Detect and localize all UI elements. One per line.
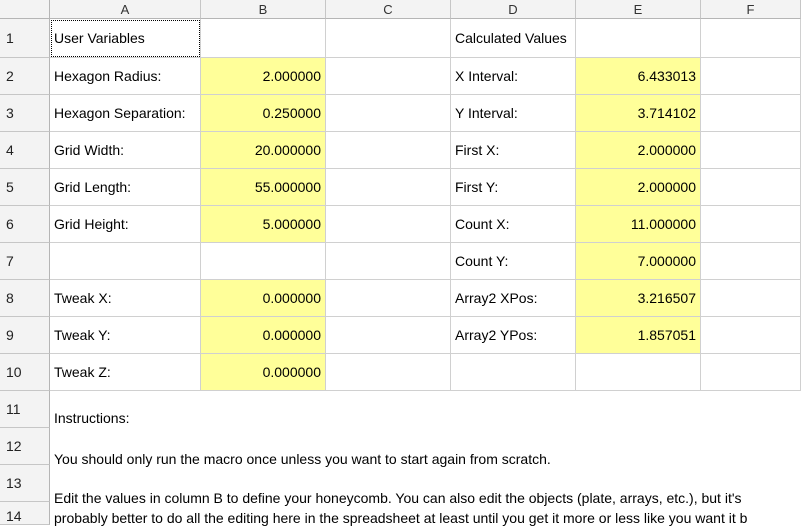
cell-b8[interactable]: 0.000000 [201,280,326,317]
cell-a2[interactable]: Hexagon Radius: [50,58,201,95]
instructions-heading[interactable]: Instructions: [54,410,130,426]
column-header-e[interactable]: E [576,0,701,19]
cell-f3[interactable] [701,95,801,132]
cell-a1[interactable]: User Variables [50,19,201,58]
cell-d6[interactable]: Count X: [451,206,576,243]
row-header-3[interactable]: 3 [0,95,50,132]
cell-e8[interactable]: 3.216507 [576,280,701,317]
column-header-c[interactable]: C [326,0,451,19]
select-all-corner[interactable] [0,0,50,19]
cell-e3[interactable]: 3.714102 [576,95,701,132]
row-header-7[interactable]: 7 [0,243,50,280]
cell-b4[interactable]: 20.000000 [201,132,326,169]
row-header-13[interactable]: 13 [0,465,50,502]
cell-d4[interactable]: First X: [451,132,576,169]
cell-c9[interactable] [326,317,451,354]
cell-f6[interactable] [701,206,801,243]
cell-d3[interactable]: Y Interval: [451,95,576,132]
cell-a6[interactable]: Grid Height: [50,206,201,243]
cell-e4[interactable]: 2.000000 [576,132,701,169]
row-header-12[interactable]: 12 [0,428,50,465]
instructions-line-3[interactable]: probably better to do all the editing he… [54,510,748,526]
cell-f5[interactable] [701,169,801,206]
cell-d1[interactable]: Calculated Values [451,19,576,58]
cell-f7[interactable] [701,243,801,280]
cell-f2[interactable] [701,58,801,95]
cell-a10[interactable]: Tweak Z: [50,354,201,391]
row-header-1[interactable]: 1 [0,19,50,58]
cell-b10[interactable]: 0.000000 [201,354,326,391]
cell-f4[interactable] [701,132,801,169]
cell-b7[interactable] [201,243,326,280]
cell-b1[interactable] [201,19,326,58]
cell-c4[interactable] [326,132,451,169]
cell-d9[interactable]: Array2 YPos: [451,317,576,354]
cell-f1[interactable] [701,19,801,58]
instructions-line-2[interactable]: Edit the values in column B to define yo… [54,490,742,506]
row-header-9[interactable]: 9 [0,317,50,354]
cell-e7[interactable]: 7.000000 [576,243,701,280]
cell-c2[interactable] [326,58,451,95]
column-header-f[interactable]: F [701,0,801,19]
cell-f8[interactable] [701,280,801,317]
cell-c3[interactable] [326,95,451,132]
cell-d2[interactable]: X Interval: [451,58,576,95]
cell-a8[interactable]: Tweak X: [50,280,201,317]
row-header-6[interactable]: 6 [0,206,50,243]
cell-b2[interactable]: 2.000000 [201,58,326,95]
cell-c1[interactable] [326,19,451,58]
cell-d8[interactable]: Array2 XPos: [451,280,576,317]
cell-b5[interactable]: 55.000000 [201,169,326,206]
cell-c6[interactable] [326,206,451,243]
cell-c5[interactable] [326,169,451,206]
column-header-b[interactable]: B [201,0,326,19]
cell-a3[interactable]: Hexagon Separation: [50,95,201,132]
row-header-10[interactable]: 10 [0,354,50,391]
row-header-5[interactable]: 5 [0,169,50,206]
instructions-line-1[interactable]: You should only run the macro once unles… [54,451,551,467]
cell-a5[interactable]: Grid Length: [50,169,201,206]
cell-c10[interactable] [326,354,451,391]
cell-b9[interactable]: 0.000000 [201,317,326,354]
cell-b6[interactable]: 5.000000 [201,206,326,243]
row-header-11[interactable]: 11 [0,391,50,428]
cell-e10[interactable] [576,354,701,391]
row-header-4[interactable]: 4 [0,132,50,169]
cell-a7[interactable] [50,243,201,280]
column-header-d[interactable]: D [451,0,576,19]
cell-e5[interactable]: 2.000000 [576,169,701,206]
cell-e6[interactable]: 11.000000 [576,206,701,243]
cell-f9[interactable] [701,317,801,354]
cell-a9[interactable]: Tweak Y: [50,317,201,354]
cell-f10[interactable] [701,354,801,391]
cell-d10[interactable] [451,354,576,391]
column-header-a[interactable]: A [50,0,201,19]
cell-b3[interactable]: 0.250000 [201,95,326,132]
row-header-8[interactable]: 8 [0,280,50,317]
cell-a4[interactable]: Grid Width: [50,132,201,169]
cell-d5[interactable]: First Y: [451,169,576,206]
cell-e1[interactable] [576,19,701,58]
row-header-2[interactable]: 2 [0,58,50,95]
cell-c8[interactable] [326,280,451,317]
row-header-14[interactable]: 14 [0,502,50,525]
cell-d7[interactable]: Count Y: [451,243,576,280]
cell-c7[interactable] [326,243,451,280]
cell-e9[interactable]: 1.857051 [576,317,701,354]
cell-e2[interactable]: 6.433013 [576,58,701,95]
